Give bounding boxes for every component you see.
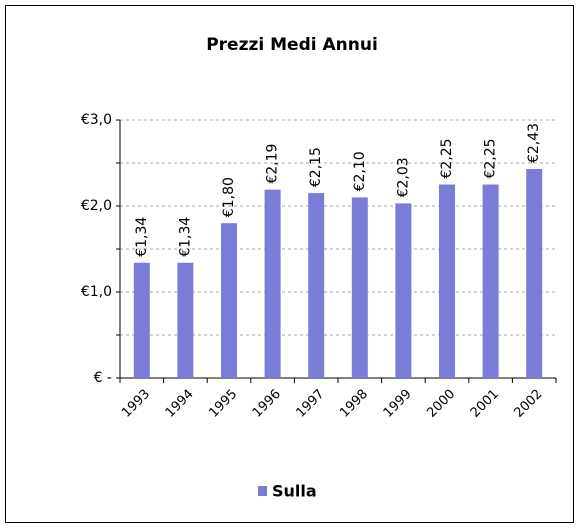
legend-marker (258, 486, 267, 496)
bar (395, 203, 412, 378)
data-label: €1,34 (134, 217, 150, 257)
data-label: €2,03 (395, 157, 411, 197)
data-label: €1,80 (221, 177, 237, 217)
bar (482, 184, 499, 378)
bar (177, 262, 194, 378)
y-tick-label: €2,0 (81, 198, 112, 214)
bar (308, 193, 325, 378)
chart-frame (5, 5, 574, 523)
bar (439, 184, 455, 378)
bar (221, 223, 237, 378)
data-label: €2,43 (526, 123, 542, 163)
chart-title: Prezzi Medi Annui (206, 35, 378, 55)
data-label: €2,15 (308, 147, 324, 187)
bar (133, 262, 150, 378)
bar (264, 189, 281, 378)
data-label: €1,34 (177, 217, 193, 257)
data-label: €2,19 (265, 144, 281, 184)
data-label: €2,25 (439, 138, 455, 178)
y-tick-label: €1,0 (81, 284, 112, 300)
y-tick-label: €3,0 (81, 112, 112, 128)
data-label: €2,10 (352, 151, 368, 191)
legend-label: Sulla (272, 482, 317, 501)
bar (526, 169, 543, 378)
y-tick-label: € - (94, 370, 112, 386)
bar (351, 197, 368, 378)
data-label: €2,25 (483, 138, 499, 178)
